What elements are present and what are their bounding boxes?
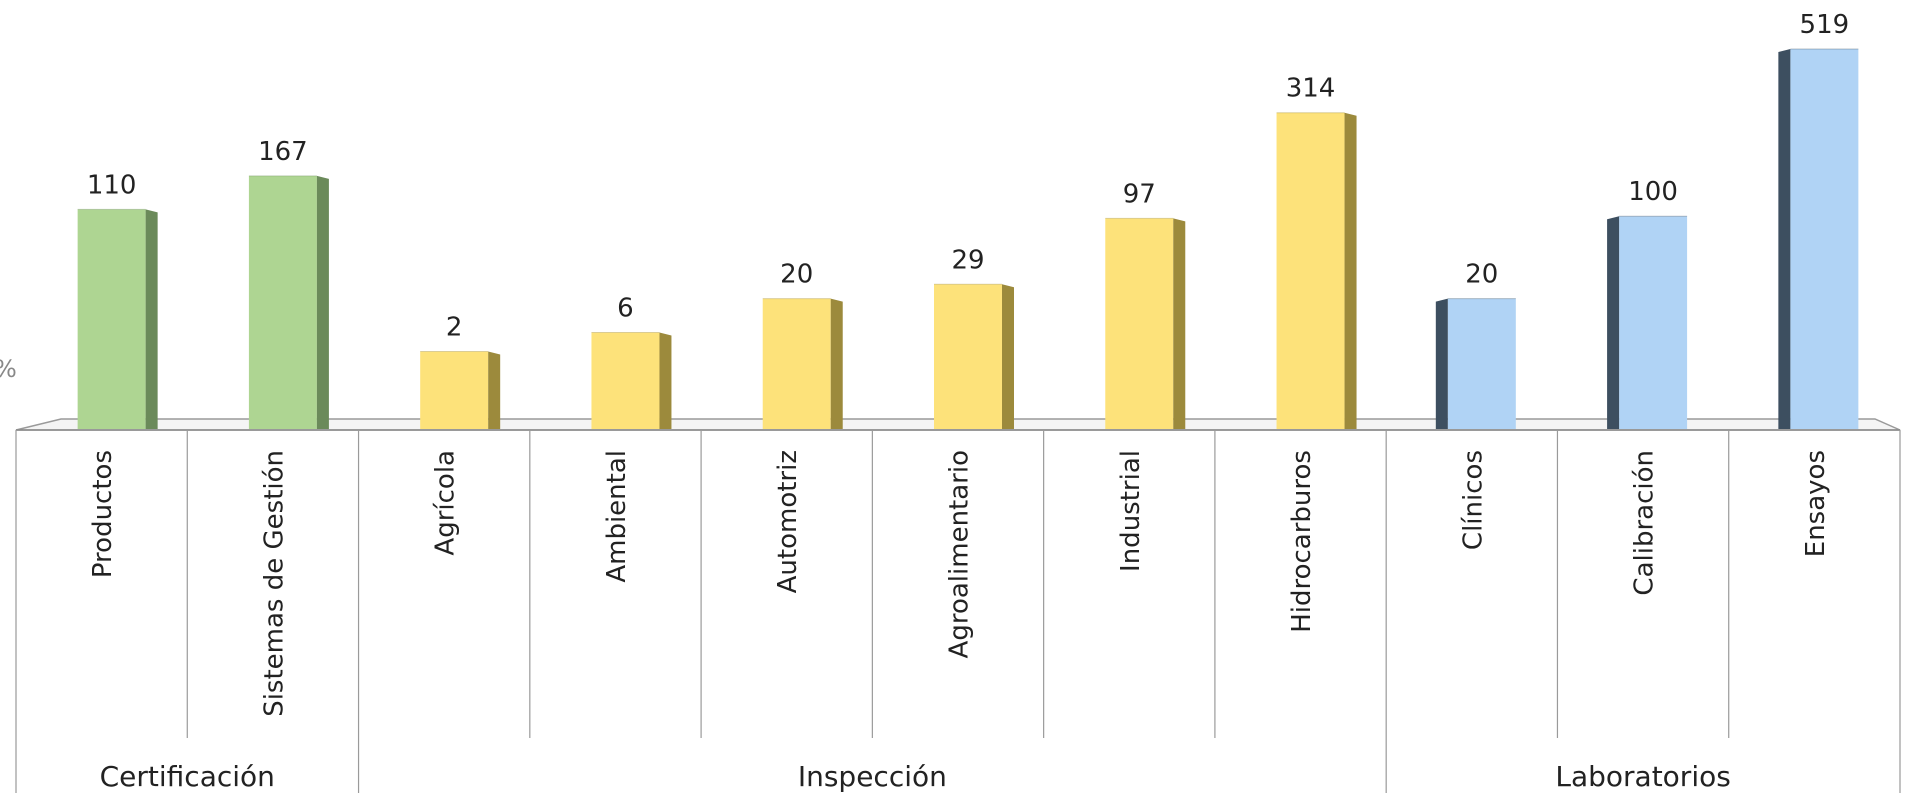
category-label: Calibración [1630,450,1660,596]
value-label: 6 [617,294,634,324]
bar-clínicos [1447,298,1516,429]
value-labels-layer: 110 167 2 6 20 29 97 314 20 100 519 [87,10,1849,343]
category-label: Agroalimentario [945,450,975,658]
category-label: Hidrocarburos [1287,450,1317,633]
category-label: Ambiental [602,450,632,583]
bar-industrial [1105,218,1174,429]
bar-sistemas-de-gestión [248,175,317,429]
bars-layer [77,48,1859,430]
value-label: 20 [1465,260,1498,290]
value-label: 100 [1628,177,1678,207]
bar-side-agroalimentario [1002,284,1014,429]
category-label: Ensayos [1801,450,1831,557]
value-label: 314 [1286,74,1336,104]
bar-side-industrial [1173,218,1186,429]
category-label: Productos [88,450,118,578]
value-label: 2 [446,313,463,343]
value-label: 519 [1800,10,1850,40]
bar-side-ensayos [1778,49,1791,429]
bar-productos [77,209,146,429]
bar-ambiental [591,332,660,429]
bar-calibración [1619,216,1688,429]
bar-side-clínicos [1435,298,1448,429]
bar-agroalimentario [934,284,1002,429]
bar-agrícola [420,351,489,429]
bar-automotriz [762,298,831,429]
value-label: 97 [1123,179,1156,209]
bar-side-sistemas-de-gestión [316,175,329,429]
bar-side-hidrocarburos [1344,112,1357,430]
bar-ensayos [1790,49,1859,429]
bar-side-calibración [1607,216,1620,429]
group-label: Laboratorios [1555,760,1730,793]
bar-side-automotriz [830,298,843,429]
bar-hidrocarburos [1276,112,1345,430]
group-label: Certificación [100,760,275,793]
value-label: 110 [87,170,137,200]
bar-side-ambiental [659,332,672,429]
value-label: 29 [951,245,984,275]
bar-side-agrícola [488,351,501,429]
group-label: Inspección [798,760,947,793]
category-axis: Productos Sistemas de Gestión Agrícola Ambi… [0,355,1901,793]
partial-axis-label: % [0,355,17,383]
category-label: Industrial [1116,450,1146,572]
value-label: 167 [258,137,308,167]
category-label: Clínicos [1458,450,1488,550]
bar-side-productos [145,209,158,429]
category-label: Sistemas de Gestión [259,450,289,717]
category-label: Agrícola [431,450,461,556]
category-label: Automotriz [773,450,803,593]
value-label: 20 [780,260,813,290]
